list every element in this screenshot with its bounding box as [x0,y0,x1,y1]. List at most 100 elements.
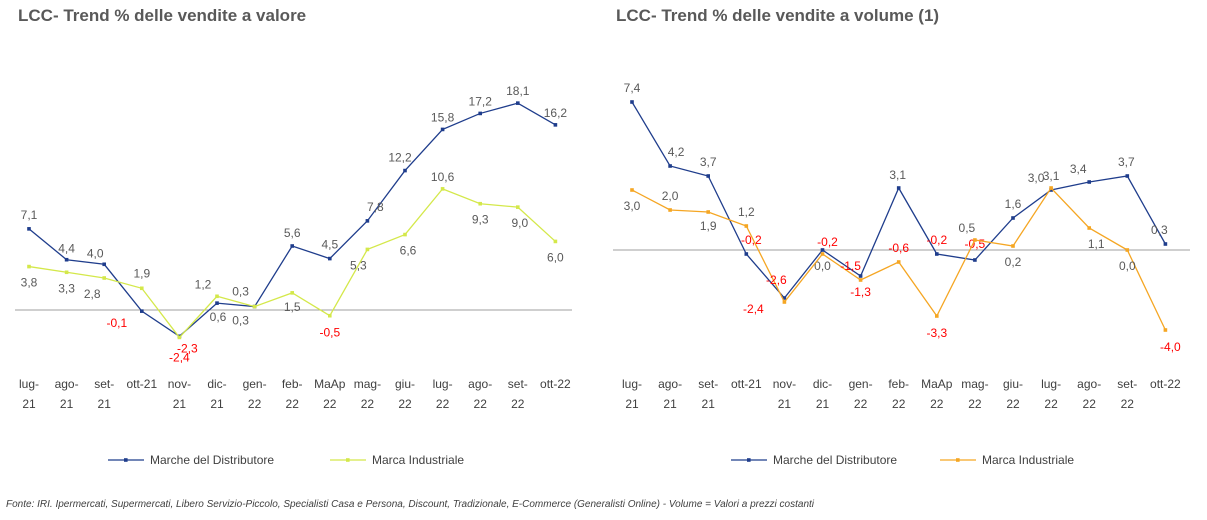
data-point-marker [706,174,710,178]
data-point-marker [1125,174,1130,178]
data-point-marker [27,227,31,231]
data-point-marker [1163,328,1168,332]
data-point-marker [973,238,977,242]
x-tick-label: ago-22 [468,377,492,411]
data-label: 3,1 [1043,169,1060,183]
data-point-marker [973,258,977,262]
data-label: 4,4 [58,242,75,256]
data-label: 10,6 [431,170,455,184]
data-point-marker [478,111,482,116]
data-label: 6,0 [547,250,564,264]
data-point-marker [858,274,863,278]
x-tick-label: feb-22 [282,377,303,411]
data-label: 18,1 [506,84,530,98]
data-label: 0,3 [232,285,249,299]
data-label: 3,0 [624,199,641,213]
data-label: 15,8 [431,110,455,124]
source-footnote: Fonte: IRI. Ipermercati, Supermercati, L… [6,499,815,510]
x-tick-label: gen-22 [849,377,873,411]
data-label: 0,6 [210,310,227,324]
data-label: 0,3 [232,314,249,328]
chart-title-volume: LCC- Trend % delle vendite a volume (1) [616,6,940,25]
x-tick-label: dic-21 [813,377,832,411]
data-label: -0,2 [926,233,947,247]
data-point-marker [478,201,482,206]
legend-label: Marche del Distributore [150,453,274,467]
data-label: 1,1 [1088,237,1105,251]
data-label: 12,2 [388,151,412,165]
data-point-marker [935,314,939,318]
chart-title-valore: LCC- Trend % delle vendite a valore [18,6,307,25]
data-point-marker [215,294,219,299]
x-tick-label: ott-21 [126,377,157,391]
data-label: 7,4 [624,81,641,95]
data-point-marker [896,260,901,264]
data-point-marker [328,313,332,318]
series-line [631,186,1166,331]
data-label: 5,3 [350,258,367,272]
data-label: 3,4 [1070,162,1087,176]
x-tick-label: gen-22 [243,377,267,411]
x-tick-label: ott-22 [1150,377,1181,391]
data-point-marker [290,244,294,248]
data-point-marker [706,210,710,214]
data-label: 0,2 [1005,255,1022,269]
data-label: -1,3 [850,285,871,299]
data-label: -0,2 [817,235,838,249]
series-line [28,188,556,339]
x-tick-label: nov-21 [168,377,191,411]
data-label: -4,0 [1160,340,1181,354]
data-point-marker [365,247,370,252]
data-label: -2,4 [169,350,190,364]
data-label: 0,5 [959,221,976,235]
legend-label: Marca Industriale [982,453,1074,467]
x-tick-label: MaAp 22 [314,377,346,411]
data-label: 4,5 [321,238,338,252]
data-point-marker [1163,242,1168,246]
data-point-marker [1049,186,1053,190]
data-label: -2,6 [766,273,787,287]
data-point-marker [1087,226,1091,230]
data-point-marker [215,301,219,305]
data-point-marker [328,256,332,261]
x-tick-label: ago-22 [1077,377,1101,411]
data-point-marker [744,252,749,256]
data-point-marker [252,304,257,309]
data-point-marker [516,205,520,209]
data-point-marker [668,164,672,168]
data-label: 3,7 [700,155,717,169]
x-tick-label: dic-21 [207,377,226,411]
x-tick-label: ott-21 [731,377,762,391]
data-point-marker [1049,188,1053,192]
legend-label: Marca Industriale [372,453,464,467]
x-tick-label: set-22 [1117,377,1137,411]
data-label: -0,2 [741,233,762,247]
x-tick-label: lug-22 [1041,377,1061,411]
x-tick-label: ago-21 [55,377,79,411]
data-point-marker [177,335,182,340]
x-tick-label: feb-22 [888,377,909,411]
data-point-marker [140,309,144,313]
data-label: -0,5 [319,326,340,340]
data-label: 1,5 [284,300,301,314]
data-point-marker [553,239,558,244]
x-tick-label: set-21 [94,377,114,411]
x-tick-label: mag-22 [354,377,381,411]
data-label: -3,3 [926,326,947,340]
legend-swatch-marker [124,458,128,462]
data-label: -2,4 [743,302,764,316]
data-point-marker [403,168,407,173]
data-label: 4,0 [87,246,104,260]
data-point-marker [820,252,825,256]
data-point-marker [1087,180,1091,184]
data-label: 3,3 [58,281,75,295]
legend-swatch-marker [956,458,960,462]
data-label: -2,3 [177,341,198,355]
data-point-marker [782,296,787,300]
data-point-marker [403,232,407,237]
data-label: 1,6 [1005,197,1022,211]
x-tick-label: giu-22 [1003,377,1023,411]
data-label: 9,3 [472,213,489,227]
data-label: 7,1 [21,208,38,222]
x-tick-label: MaAp 22 [921,377,953,411]
